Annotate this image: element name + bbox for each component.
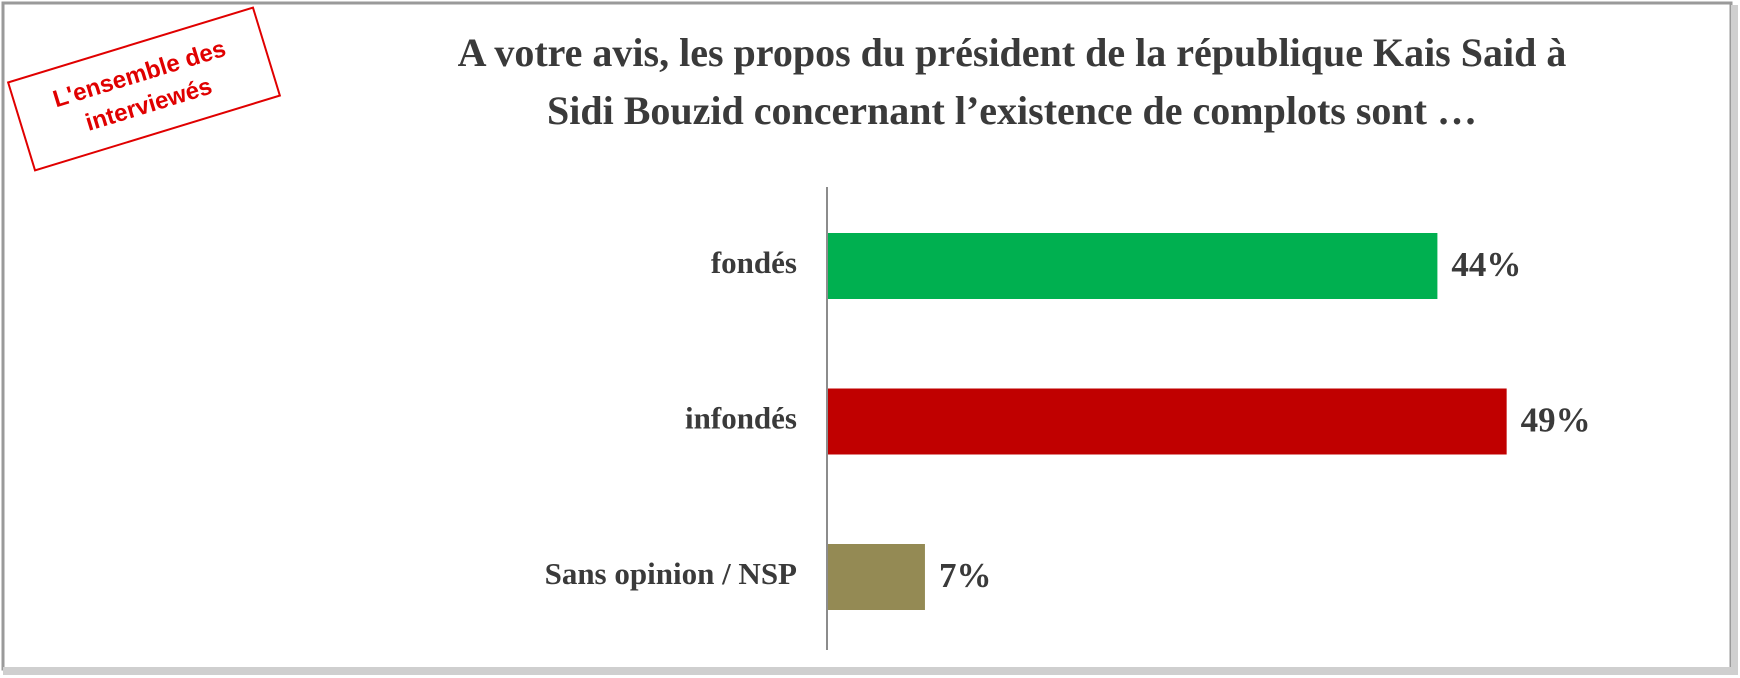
bar bbox=[828, 388, 1507, 455]
frame-shadow bbox=[1731, 5, 1738, 675]
bar bbox=[828, 544, 925, 610]
bar bbox=[828, 233, 1438, 299]
category-label: infondés bbox=[685, 401, 797, 436]
value-label: 44% bbox=[1451, 245, 1521, 284]
value-label: 49% bbox=[1521, 401, 1591, 440]
value-label: 7% bbox=[939, 556, 992, 595]
chart-title: Sidi Bouzid concernant l’existence de co… bbox=[547, 88, 1477, 133]
stamp-border bbox=[6, 6, 282, 172]
frame-shadow bbox=[3, 667, 1733, 675]
category-label: Sans opinion / NSP bbox=[545, 556, 797, 591]
category-label: fondés bbox=[711, 245, 797, 280]
chart-title: A votre avis, les propos du président de… bbox=[458, 30, 1567, 75]
